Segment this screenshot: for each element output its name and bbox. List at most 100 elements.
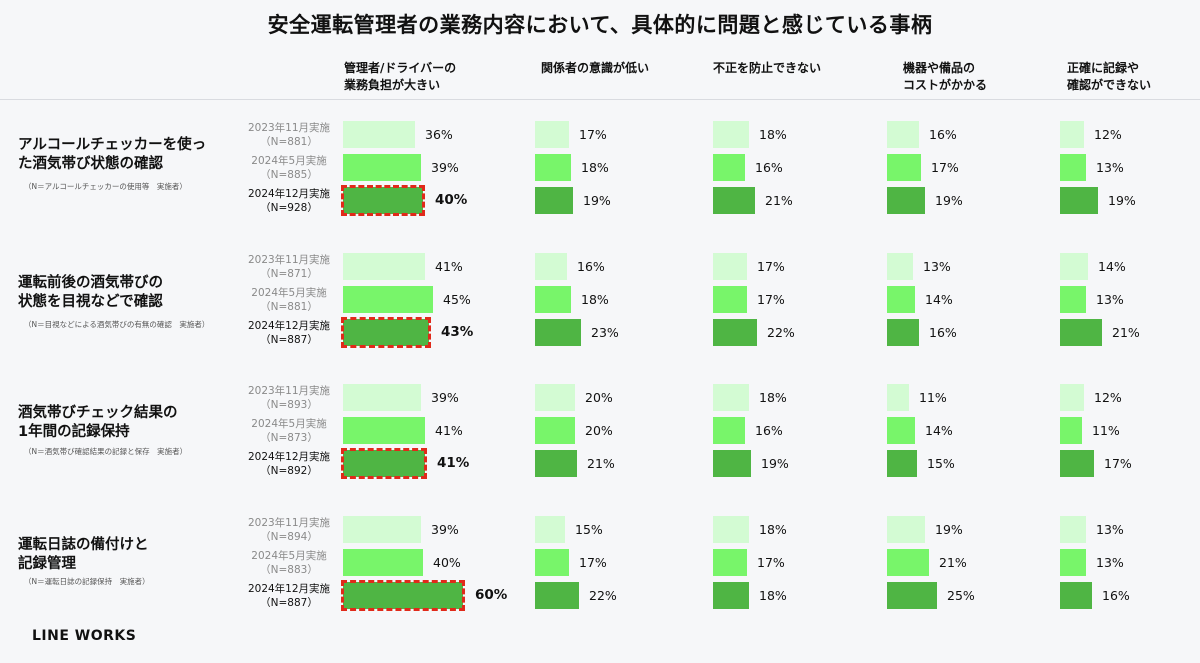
data-label: 60% — [475, 587, 508, 603]
data-label: 16% — [577, 259, 605, 274]
survey-label: 2024年12月実施 （N=928） — [247, 188, 331, 214]
data-label: 17% — [579, 555, 607, 570]
bar — [713, 450, 751, 477]
row-sample-note: （N＝運転日誌の記録保持 実施者） — [24, 577, 150, 586]
bar — [887, 549, 929, 576]
bar — [713, 417, 745, 444]
bar — [713, 154, 745, 181]
data-label: 20% — [585, 423, 613, 438]
bar — [713, 253, 747, 280]
bar — [1060, 319, 1102, 346]
data-label: 21% — [587, 456, 615, 471]
data-label: 36% — [425, 127, 453, 142]
bar — [535, 187, 573, 214]
data-label: 14% — [925, 423, 953, 438]
bar — [713, 121, 749, 148]
column-header: 管理者/ドライバーの 業務負担が大きい — [344, 61, 457, 92]
data-label: 39% — [431, 522, 459, 537]
bar — [341, 185, 425, 216]
bar — [535, 121, 569, 148]
survey-label: 2024年12月実施 （N=887） — [247, 583, 331, 609]
bar — [1060, 516, 1086, 543]
bar — [887, 253, 913, 280]
row-sample-note: （N＝目視などによる酒気帯びの有無の確認 実施者） — [24, 320, 210, 329]
bar — [343, 253, 425, 280]
bar — [887, 450, 917, 477]
bar — [343, 121, 415, 148]
data-label: 18% — [759, 127, 787, 142]
data-label: 17% — [757, 259, 785, 274]
bar — [1060, 417, 1082, 444]
bar — [887, 516, 925, 543]
bar — [535, 319, 581, 346]
data-label: 41% — [435, 423, 463, 438]
bar — [887, 121, 919, 148]
data-label: 13% — [1096, 160, 1124, 175]
bar — [1060, 286, 1086, 313]
survey-label: 2023年11月実施 （N=894） — [247, 517, 331, 543]
data-label: 13% — [923, 259, 951, 274]
data-label: 16% — [1102, 588, 1130, 603]
data-label: 22% — [767, 325, 795, 340]
data-label: 39% — [431, 390, 459, 405]
data-label: 18% — [759, 588, 787, 603]
data-label: 18% — [581, 160, 609, 175]
data-label: 16% — [755, 423, 783, 438]
data-label: 17% — [579, 127, 607, 142]
bar — [341, 580, 465, 611]
bar — [887, 286, 915, 313]
bar — [535, 549, 569, 576]
data-label: 19% — [935, 193, 963, 208]
bar — [887, 319, 919, 346]
row-label: 運転日誌の備付けと 記録管理 — [18, 537, 149, 572]
data-label: 40% — [435, 192, 468, 208]
data-label: 16% — [755, 160, 783, 175]
column-header: 正確に記録や 確認ができない — [1067, 61, 1152, 92]
data-label: 13% — [1096, 522, 1124, 537]
data-label: 18% — [759, 522, 787, 537]
data-label: 16% — [929, 325, 957, 340]
survey-label: 2024年12月実施 （N=892） — [247, 451, 331, 477]
data-label: 17% — [757, 555, 785, 570]
data-label: 14% — [1098, 259, 1126, 274]
bar — [713, 286, 747, 313]
data-label: 20% — [585, 390, 613, 405]
bar — [535, 253, 567, 280]
bar — [1060, 549, 1086, 576]
bar — [713, 516, 749, 543]
data-label: 11% — [919, 390, 947, 405]
data-label: 19% — [935, 522, 963, 537]
data-label: 41% — [437, 455, 470, 471]
data-label: 12% — [1094, 127, 1122, 142]
bar — [713, 319, 757, 346]
bar — [341, 317, 431, 348]
survey-label: 2024年5月実施 （N=873） — [251, 418, 327, 444]
bar — [887, 417, 915, 444]
column-header: 関係者の意識が低い — [541, 61, 650, 75]
bar — [1060, 121, 1084, 148]
bar — [535, 384, 575, 411]
row-sample-note: （N＝酒気帯び確認結果の記録と保存 実施者） — [24, 447, 188, 456]
data-label: 40% — [433, 555, 461, 570]
data-label: 45% — [443, 292, 471, 307]
data-label: 21% — [939, 555, 967, 570]
data-label: 13% — [1096, 292, 1124, 307]
data-label: 17% — [931, 160, 959, 175]
bar — [1060, 582, 1092, 609]
data-label: 21% — [1112, 325, 1140, 340]
data-label: 15% — [927, 456, 955, 471]
bar — [535, 286, 571, 313]
bar — [535, 450, 577, 477]
data-label: 43% — [441, 324, 474, 340]
data-label: 13% — [1096, 555, 1124, 570]
survey-label: 2023年11月実施 （N=871） — [247, 254, 331, 280]
data-label: 19% — [1108, 193, 1136, 208]
bar — [343, 286, 433, 313]
data-label: 22% — [589, 588, 617, 603]
bar — [887, 154, 921, 181]
bar — [1060, 187, 1098, 214]
bar — [535, 516, 565, 543]
data-label: 17% — [1104, 456, 1132, 471]
header-divider — [0, 99, 1200, 100]
data-label: 15% — [575, 522, 603, 537]
